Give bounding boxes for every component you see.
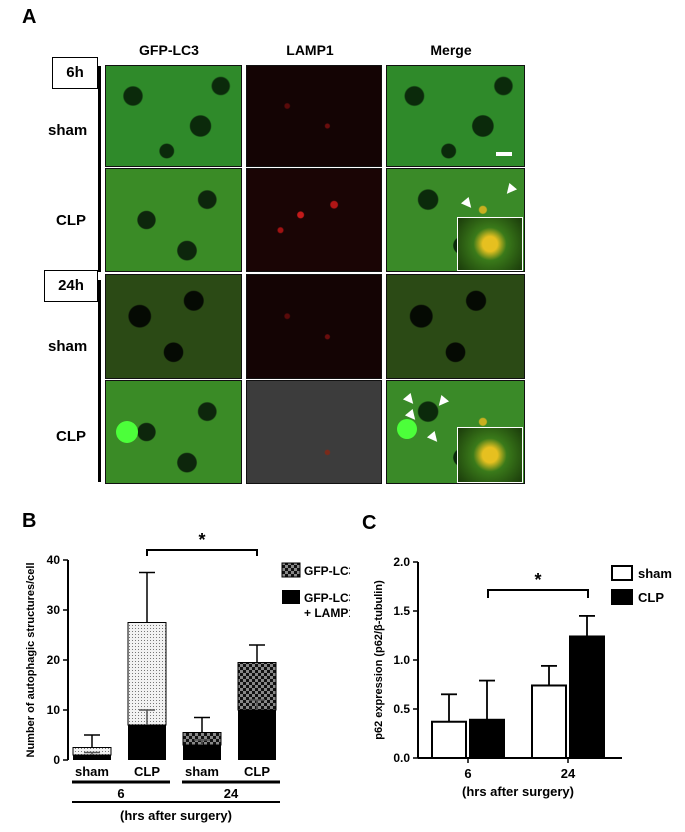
x-group-label-24: 24 bbox=[224, 786, 239, 801]
bar-sham bbox=[532, 685, 566, 758]
y-tick-label: 0.5 bbox=[393, 702, 410, 716]
x-category-label: CLP bbox=[244, 764, 270, 779]
significance-bracket bbox=[147, 550, 257, 556]
row-label-clp-24h: CLP bbox=[56, 428, 86, 445]
zoom-inset bbox=[457, 427, 523, 483]
y-tick-label: 10 bbox=[47, 703, 61, 717]
x-category-label: sham bbox=[75, 764, 109, 779]
bar-gfp-lc3-lamp1 bbox=[73, 755, 111, 760]
micrograph-merge-clp-6h bbox=[386, 168, 525, 272]
bright-cell bbox=[397, 419, 417, 439]
x-category-label: CLP bbox=[134, 764, 160, 779]
micrograph-merge-sham-24h bbox=[386, 274, 525, 379]
bar-gfp-lc3-lamp1 bbox=[128, 725, 166, 760]
zoom-inset bbox=[457, 217, 523, 271]
legend-swatch-clp bbox=[612, 590, 632, 604]
y-tick-label: 1.0 bbox=[393, 653, 410, 667]
panel-a-letter: A bbox=[22, 6, 36, 29]
micrograph-merge-sham-6h bbox=[386, 65, 525, 167]
legend-label-gfp-lc3-lamp1: GFP-LC3 bbox=[304, 591, 350, 605]
scale-bar bbox=[496, 152, 512, 156]
micrograph-gfp-sham-6h bbox=[105, 65, 242, 167]
arrowhead-icon bbox=[503, 183, 517, 197]
x-group-label-6: 6 bbox=[117, 786, 124, 801]
time-label-6h: 6h bbox=[52, 57, 98, 89]
chart-c: 0.0 0.5 1.0 1.5 2.0 p62 expression (p62/β-tub… bbox=[350, 520, 685, 810]
significance-bracket bbox=[488, 590, 588, 598]
significance-marker: * bbox=[534, 570, 541, 590]
bright-cell bbox=[116, 421, 138, 443]
row-label-sham-6h: sham bbox=[48, 122, 87, 139]
column-header-gfp-lc3: GFP-LC3 bbox=[104, 42, 234, 58]
micrograph-gfp-clp-24h bbox=[105, 380, 242, 484]
legend-label-gfp-lc3: GFP-LC3 bbox=[304, 564, 350, 578]
arrowhead-icon bbox=[403, 393, 417, 407]
arrowhead-icon bbox=[461, 197, 475, 211]
y-tick-label: 20 bbox=[47, 653, 61, 667]
bar-gfp-lc3-lamp1 bbox=[183, 745, 221, 760]
group-bracket-24h bbox=[98, 280, 101, 482]
x-axis-label: (hrs after surgery) bbox=[462, 784, 574, 799]
micrograph-gfp-clp-6h bbox=[105, 168, 242, 272]
micrograph-merge-clp-24h bbox=[386, 380, 525, 484]
x-axis-label: (hrs after surgery) bbox=[120, 808, 232, 823]
group-bracket-6h bbox=[98, 66, 101, 272]
y-tick-label: 0 bbox=[53, 753, 60, 767]
x-tick-label: 6 bbox=[464, 766, 471, 781]
legend-label-lamp1: + LAMP1 bbox=[304, 606, 350, 620]
y-tick-label: 1.5 bbox=[393, 604, 410, 618]
arrowhead-icon bbox=[427, 431, 441, 445]
x-category-label: sham bbox=[185, 764, 219, 779]
y-tick-label: 0.0 bbox=[393, 751, 410, 765]
bar-clp bbox=[470, 720, 504, 758]
micrograph-lamp1-clp-24h bbox=[246, 380, 382, 484]
micrograph-lamp1-sham-6h bbox=[246, 65, 382, 167]
legend-swatch-gfp-lc3 bbox=[282, 563, 300, 577]
legend-swatch-sham bbox=[612, 566, 632, 580]
arrowhead-icon bbox=[435, 395, 449, 409]
column-header-lamp1: LAMP1 bbox=[245, 42, 375, 58]
chart-b: 0 10 20 30 40 Number of autophagic structures… bbox=[0, 520, 350, 832]
y-axis-label: p62 expression (p62/β-tubulin) bbox=[373, 580, 385, 740]
micrograph-gfp-sham-24h bbox=[105, 274, 242, 379]
y-tick-label: 30 bbox=[47, 603, 61, 617]
column-header-merge: Merge bbox=[386, 42, 516, 58]
bar-gfp-lc3-lamp1 bbox=[238, 710, 276, 760]
y-tick-label: 40 bbox=[47, 553, 61, 567]
bar-clp bbox=[570, 636, 604, 758]
x-tick-label: 24 bbox=[561, 766, 576, 781]
significance-marker: * bbox=[198, 530, 205, 550]
legend-label-sham: sham bbox=[638, 566, 672, 581]
y-tick-label: 2.0 bbox=[393, 555, 410, 569]
row-label-clp-6h: CLP bbox=[56, 212, 86, 229]
time-label-24h: 24h bbox=[44, 270, 98, 302]
micrograph-lamp1-clp-6h bbox=[246, 168, 382, 272]
row-label-sham-24h: sham bbox=[48, 338, 87, 355]
bar-sham bbox=[432, 722, 466, 758]
micrograph-lamp1-sham-24h bbox=[246, 274, 382, 379]
y-axis-label: Number of autophagic structures/cell bbox=[25, 563, 37, 758]
legend-label-clp: CLP bbox=[638, 590, 664, 605]
legend-swatch-gfp-lc3-lamp1 bbox=[282, 590, 300, 604]
